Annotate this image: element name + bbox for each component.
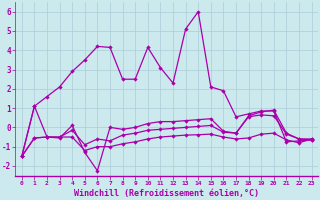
X-axis label: Windchill (Refroidissement éolien,°C): Windchill (Refroidissement éolien,°C) bbox=[74, 189, 259, 198]
